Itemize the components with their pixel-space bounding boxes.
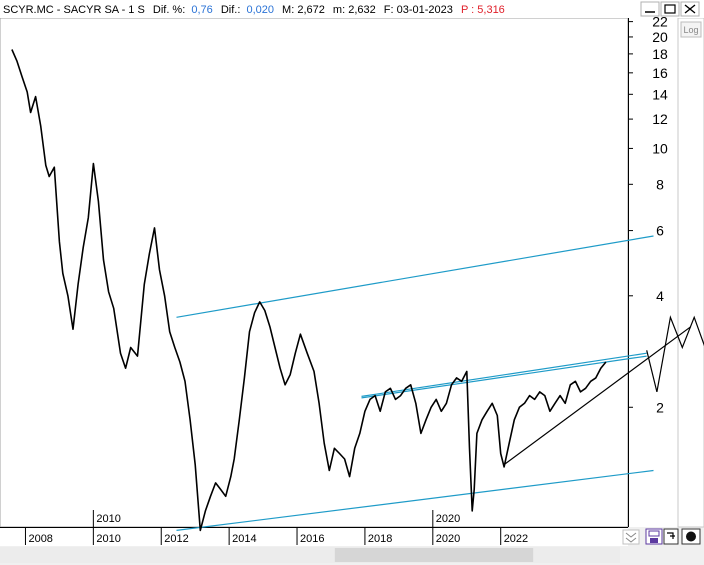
y-tick-label: 14 <box>652 86 668 102</box>
close-button[interactable] <box>680 1 700 17</box>
x-tick-label: 2022 <box>504 533 528 545</box>
header-dif-pct-label: Dif. %: <box>153 4 185 16</box>
x-tick-label: 2008 <box>28 533 52 545</box>
double-chevron-icon <box>625 532 637 543</box>
y-tick-label: 12 <box>652 111 668 127</box>
x-tick-label: 2018 <box>368 533 392 545</box>
x-tick-label: 2012 <box>164 533 188 545</box>
save-icon-base <box>650 538 658 543</box>
y-tick-label: 18 <box>652 46 668 62</box>
header-dif-pct-value: 0,76 <box>191 4 212 16</box>
minimize-button[interactable] <box>640 1 660 17</box>
theme-icon <box>686 531 696 542</box>
y-tick-label: 6 <box>656 223 664 239</box>
header-date: F: 03-01-2023 <box>384 4 453 16</box>
plot-area[interactable] <box>0 17 629 528</box>
export-button[interactable] <box>663 528 679 545</box>
upper-channel-line <box>176 235 654 318</box>
close-icon <box>684 4 696 14</box>
header-symbol: SCYR.MC - SACYR SA - 1 S <box>3 4 145 16</box>
era-markers: 2010 2020 <box>92 510 460 527</box>
log-toggle-button[interactable]: Log <box>680 21 702 38</box>
header-text: SCYR.MC - SACYR SA - 1 S Dif. %: 0,76 Di… <box>3 4 505 16</box>
save-button[interactable] <box>645 528 663 545</box>
y-tick-label: 10 <box>652 140 668 156</box>
x-tick-label: 2016 <box>300 533 324 545</box>
y-tick-label: 2 <box>656 399 664 415</box>
x-tick-label: 2014 <box>232 533 256 545</box>
mid-channel-a-line <box>361 355 647 399</box>
theme-button[interactable] <box>681 528 701 545</box>
x-tick-label: 2020 <box>436 533 460 545</box>
maximize-icon <box>664 4 676 14</box>
y-tick-label: 16 <box>652 65 668 81</box>
rising-support-line <box>503 326 692 466</box>
maximize-button[interactable] <box>660 1 680 17</box>
y-tick-label: 8 <box>656 176 664 192</box>
y-axis-panel <box>628 18 678 527</box>
header-price: P : 5,316 <box>461 4 505 16</box>
channel-lines <box>176 235 704 531</box>
header-max: M: 2,672 <box>282 4 325 16</box>
header-min: m: 2,632 <box>333 4 376 16</box>
lower-channel-line <box>176 469 654 531</box>
right-strip <box>677 17 704 528</box>
mid-channel-b-line <box>361 352 647 397</box>
y-tick-label: 22 <box>652 14 668 30</box>
era-label: 2020 <box>436 513 460 525</box>
header-bar <box>0 0 704 18</box>
price-series-line <box>11 49 607 532</box>
scrollbar-thumb[interactable] <box>334 548 534 562</box>
header-dif-label: Dif.: <box>221 4 241 16</box>
x-axis-ticks: 2008 2010 2012 2014 2016 2018 2020 2022 <box>24 527 528 545</box>
y-tick-label: 20 <box>652 29 668 45</box>
x-tick-label: 2010 <box>96 533 120 545</box>
save-icon <box>648 530 660 537</box>
header-dif-value: 0,020 <box>246 4 274 16</box>
x-axis-band <box>0 527 628 546</box>
log-toggle-label: Log <box>683 25 698 35</box>
era-label: 2010 <box>96 513 120 525</box>
projection-line <box>646 315 704 393</box>
export-icon <box>667 532 675 539</box>
price-layer <box>11 49 607 532</box>
scroll-toggle-button[interactable] <box>622 529 640 545</box>
y-tick-label: 4 <box>656 288 664 304</box>
